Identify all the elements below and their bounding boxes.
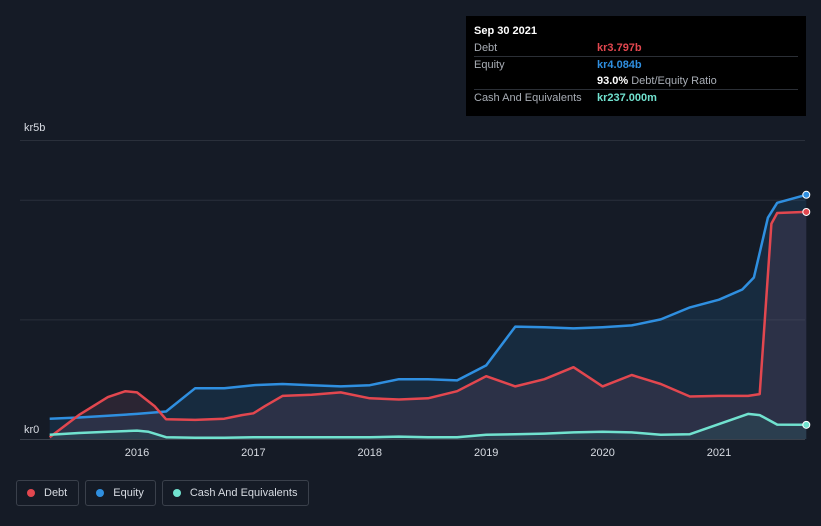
line-debt	[48, 210, 807, 439]
legend-label-debt: Debt	[44, 487, 68, 499]
tooltip-debt-value: kr3.797b	[597, 42, 642, 54]
chart-legend: Debt Equity Cash And Equivalents	[16, 480, 310, 506]
tooltip-row-ratio: 93.0% Debt/Equity Ratio	[474, 73, 798, 89]
tooltip-row-equity: Equity kr4.084b	[474, 56, 798, 73]
legend-item-equity[interactable]: Equity	[85, 480, 156, 506]
x-tick-2019: 2019	[474, 447, 498, 459]
x-tick-2021: 2021	[707, 447, 731, 459]
tooltip-ratio-sub: Debt/Equity Ratio	[631, 75, 717, 87]
y-label-top: kr5b	[24, 122, 45, 134]
tooltip-ratio-value: 93.0%	[597, 75, 629, 87]
x-tick-2017: 2017	[241, 447, 265, 459]
tooltip-equity-value: kr4.084b	[597, 59, 642, 71]
endpoint-debt	[802, 207, 811, 216]
area-debt	[49, 211, 807, 439]
legend-item-cash[interactable]: Cash And Equivalents	[161, 480, 310, 506]
legend-item-debt[interactable]: Debt	[16, 480, 80, 506]
legend-dot-debt	[27, 489, 35, 497]
line-cash-and-equivalents	[49, 412, 807, 440]
tooltip-row-cash: Cash And Equivalents kr237.000m	[474, 89, 798, 106]
y-label-bottom: kr0	[24, 424, 39, 436]
endpoint-cash-and-equivalents	[802, 420, 811, 429]
tooltip-date: Sep 30 2021	[474, 25, 537, 37]
x-tick-2016: 2016	[125, 447, 149, 459]
tooltip-ratio-label	[474, 73, 597, 89]
line-equity	[49, 193, 807, 420]
tooltip-debt-label: Debt	[474, 42, 498, 54]
area-equity	[49, 194, 807, 439]
tooltip-row-debt: Debt kr3.797b	[474, 40, 798, 56]
legend-label-cash: Cash And Equivalents	[189, 487, 298, 499]
chart-tooltip: Sep 30 2021 Debt kr3.797b Equity kr4.084…	[466, 16, 806, 116]
endpoint-equity	[802, 190, 811, 199]
legend-label-equity: Equity	[113, 487, 144, 499]
tooltip-cash-label: Cash And Equivalents	[474, 92, 582, 104]
legend-dot-cash	[172, 489, 181, 497]
tooltip-equity-label: Equity	[474, 59, 505, 71]
legend-dot-equity	[96, 489, 105, 497]
x-tick-2020: 2020	[590, 447, 614, 459]
tooltip-cash-value: kr237.000m	[597, 92, 657, 104]
x-tick-2018: 2018	[358, 447, 382, 459]
